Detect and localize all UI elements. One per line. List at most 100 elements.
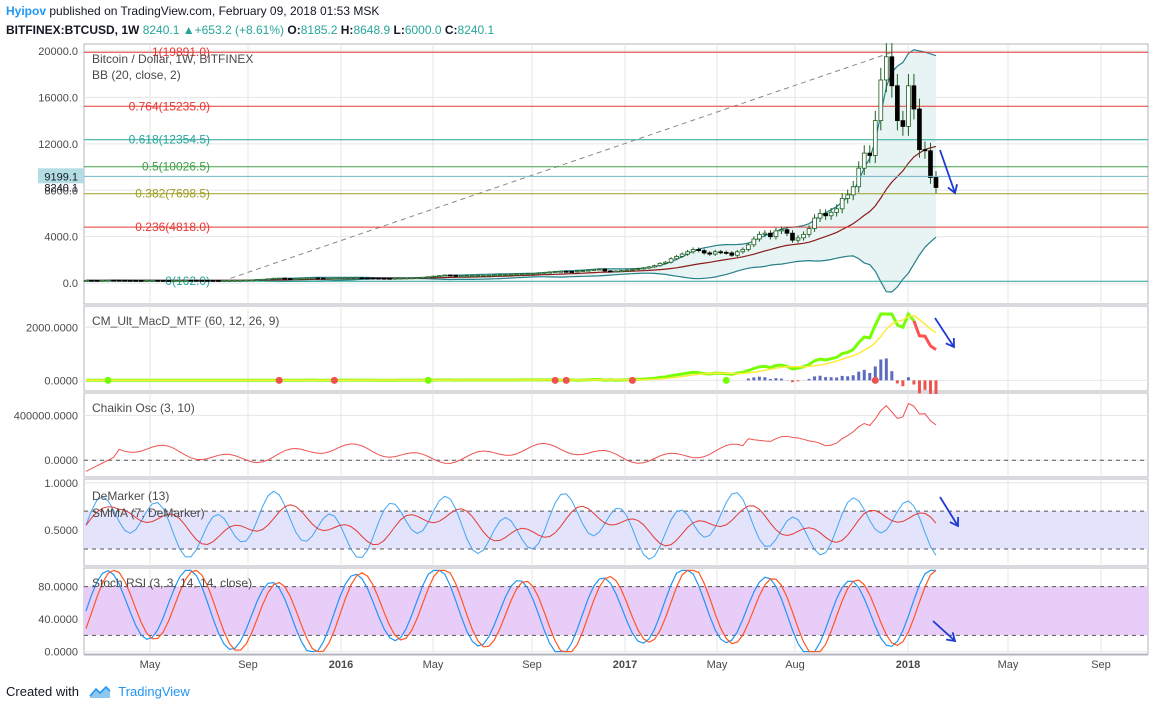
candle-body bbox=[734, 251, 740, 256]
candle-body bbox=[679, 253, 685, 257]
pane-title: DeMarker (13) bbox=[92, 489, 169, 503]
candle-body bbox=[856, 167, 862, 188]
last-price: 8240.1 bbox=[142, 23, 180, 37]
candle-body bbox=[447, 274, 453, 277]
macd-histogram-bar bbox=[851, 375, 855, 381]
pane-title: Bitcoin / Dollar, 1W, BITFINEX bbox=[92, 52, 253, 66]
price-label-bg bbox=[38, 168, 84, 184]
candle-body bbox=[271, 277, 276, 280]
candle-body bbox=[116, 279, 122, 282]
candle-body bbox=[563, 270, 569, 273]
candle-body bbox=[906, 85, 911, 127]
low-label: L: bbox=[393, 23, 405, 37]
y-tick-label: 0.0000 bbox=[44, 375, 78, 387]
macd-histogram-bar bbox=[779, 378, 783, 381]
tradingview-brand-link[interactable]: TradingView bbox=[118, 684, 190, 699]
chaikin-line bbox=[85, 402, 937, 472]
y-tick-label: 0.0000 bbox=[44, 455, 78, 467]
candle-body bbox=[801, 233, 806, 239]
candle-body bbox=[171, 280, 177, 282]
candle-body bbox=[227, 279, 232, 282]
candle-body bbox=[359, 277, 365, 280]
fib-level-label: 0.5(10026.5) bbox=[142, 160, 210, 174]
candle-body bbox=[867, 152, 873, 156]
candle-body bbox=[105, 279, 111, 282]
chart-canvas[interactable]: 0.0 4000.0 8000.0 12000.0 16000.0 20000.0 1(19… bbox=[0, 0, 1156, 680]
candle-body bbox=[889, 56, 895, 87]
forecast-arrow-demarker bbox=[939, 496, 959, 527]
price-label: 9199.1 bbox=[44, 171, 78, 183]
candle-body bbox=[420, 276, 426, 279]
candle-body bbox=[177, 279, 183, 282]
macd-cross-dot bbox=[330, 376, 338, 384]
candle-body bbox=[100, 279, 105, 282]
macd-signal-line bbox=[86, 314, 937, 382]
candle-body bbox=[580, 270, 586, 272]
candle-body bbox=[685, 251, 690, 255]
y-tick-label: 1.0000 bbox=[44, 478, 78, 490]
candle-body bbox=[326, 277, 332, 280]
tradingview-logo-icon bbox=[89, 685, 111, 698]
candle-body bbox=[315, 277, 321, 280]
candle-body bbox=[403, 277, 409, 280]
candle-body bbox=[674, 256, 679, 260]
candle-body bbox=[762, 232, 768, 235]
macd-histogram-bar bbox=[813, 376, 817, 381]
candle-body bbox=[690, 249, 696, 253]
candle-body bbox=[806, 228, 812, 235]
created-with-text: Created with bbox=[6, 684, 79, 699]
candle-body bbox=[287, 278, 293, 280]
candle-body bbox=[138, 280, 144, 282]
low-value: 6000.0 bbox=[404, 23, 442, 37]
symbol-header: BITFINEX:BTCUSD, 1W 8240.1 ▲+653.2 (+8.6… bbox=[6, 22, 494, 38]
pane-subtitle: SMMA (7, DeMarker) bbox=[92, 506, 205, 520]
author-name[interactable]: Hyipov bbox=[6, 4, 47, 18]
candle-body bbox=[784, 229, 790, 234]
candle-body bbox=[657, 262, 663, 267]
candle-body bbox=[376, 277, 381, 280]
candle-body bbox=[547, 271, 552, 274]
pane-title: Chaikin Osc (3, 10) bbox=[92, 401, 195, 415]
candle-body bbox=[497, 274, 503, 277]
pane-overlay-label: BB (20, close, 2) bbox=[92, 68, 181, 82]
macd-histogram-bar bbox=[928, 380, 932, 394]
candle-body bbox=[757, 233, 762, 240]
candle-body bbox=[861, 152, 867, 169]
candle-body bbox=[431, 275, 437, 278]
macd-histogram-bar bbox=[840, 375, 844, 381]
candle-body bbox=[348, 277, 354, 280]
candle-body bbox=[707, 252, 713, 255]
macd-histogram-bar bbox=[901, 380, 905, 387]
candle-body bbox=[232, 279, 238, 282]
candle-body bbox=[414, 277, 420, 280]
symbol-name: BITFINEX:BTCUSD, 1W bbox=[6, 23, 140, 37]
candle-body bbox=[878, 79, 884, 122]
candle-body bbox=[635, 268, 641, 270]
macd-histogram-bar bbox=[796, 380, 800, 382]
time-axis-label: May bbox=[140, 659, 161, 671]
macd-histogram-bar bbox=[895, 380, 899, 384]
candle-body bbox=[613, 270, 619, 273]
candle-body bbox=[160, 280, 166, 282]
macd-cross-dot bbox=[562, 376, 570, 384]
fib-level-label: 0.618(12354.5) bbox=[129, 133, 210, 147]
candle-body bbox=[188, 279, 194, 282]
time-axis-label: 2016 bbox=[329, 659, 353, 671]
candle-body bbox=[828, 211, 834, 217]
candle-body bbox=[238, 279, 243, 282]
macd-histogram-bar bbox=[912, 380, 916, 385]
macd-histogram-bar bbox=[746, 378, 750, 381]
y-tick-label: 20000.0 bbox=[38, 46, 78, 58]
candle-body bbox=[768, 232, 773, 238]
candle-body bbox=[530, 272, 536, 275]
y-tick-label: 16000.0 bbox=[38, 92, 78, 104]
candle-body bbox=[503, 274, 508, 276]
candle-body bbox=[541, 272, 547, 274]
y-tick-label: 80.0000 bbox=[38, 582, 78, 594]
time-axis-label: 2017 bbox=[613, 659, 637, 671]
candle-body bbox=[630, 268, 635, 271]
time-axis-label: Sep bbox=[238, 659, 258, 671]
candle-body bbox=[834, 208, 839, 213]
candle-body bbox=[111, 279, 116, 282]
close-value: 8240.1 bbox=[457, 23, 495, 37]
